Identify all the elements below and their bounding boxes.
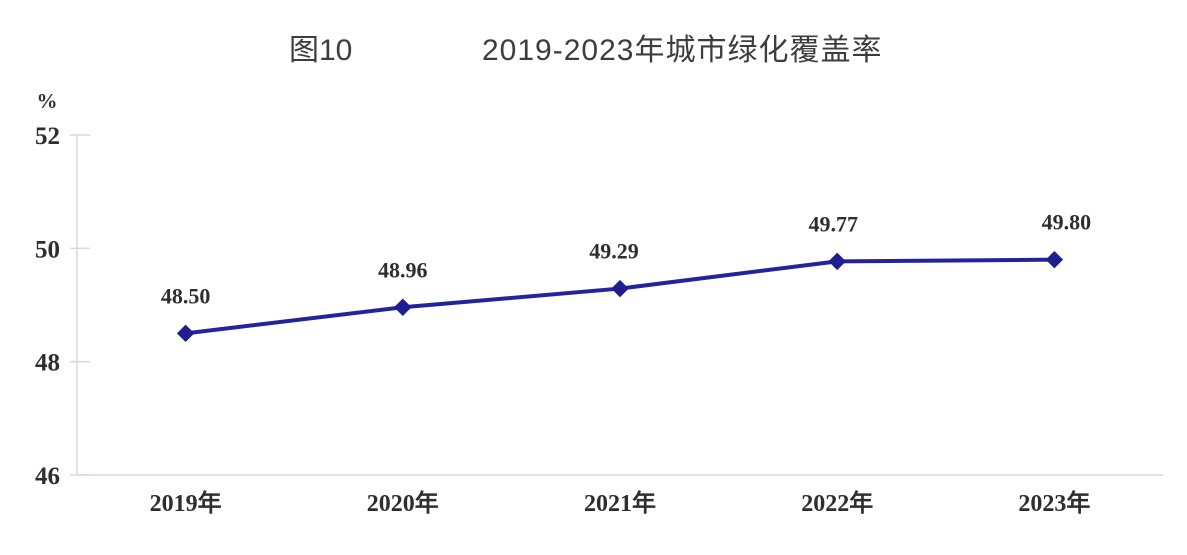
y-axis-tick-label: 46	[35, 463, 60, 490]
x-axis-tick-label: 2020年	[367, 489, 439, 517]
chart-title: 2019-2023年城市绿化覆盖率	[482, 34, 883, 67]
y-axis-unit-label: %	[37, 89, 58, 113]
axes: 46 48 50 52% 2019年 2020年 2021年 2022年 2023年	[35, 89, 1163, 517]
data-point-label: 49.80	[1042, 210, 1092, 235]
y-axis-tick-label: 52	[35, 123, 60, 150]
data-point-marker	[176, 324, 195, 343]
data-point-label: 49.29	[589, 239, 639, 264]
data-point-label: 49.77	[808, 211, 858, 236]
data-point-marker	[1045, 250, 1064, 269]
data-point-label: 48.96	[378, 257, 428, 282]
data-point-label: 48.50	[161, 283, 211, 308]
data-point-marker	[394, 298, 412, 316]
series-城市绿化覆盖率: 48.50 48.96 49.29 49.77 49.80	[161, 210, 1092, 343]
x-axis-tick-label: 2019年	[150, 489, 222, 517]
data-point-marker	[611, 279, 629, 298]
x-axis-tick-label: 2022年	[801, 489, 873, 517]
x-axis-tick-label: 2023年	[1018, 489, 1090, 517]
y-axis-tick-label: 50	[35, 236, 60, 263]
x-axis-tick-label: 2021年	[584, 489, 656, 517]
y-axis-tick-label: 48	[35, 350, 60, 377]
figure-number-label: 图10	[289, 34, 353, 67]
data-point-marker	[828, 252, 846, 271]
